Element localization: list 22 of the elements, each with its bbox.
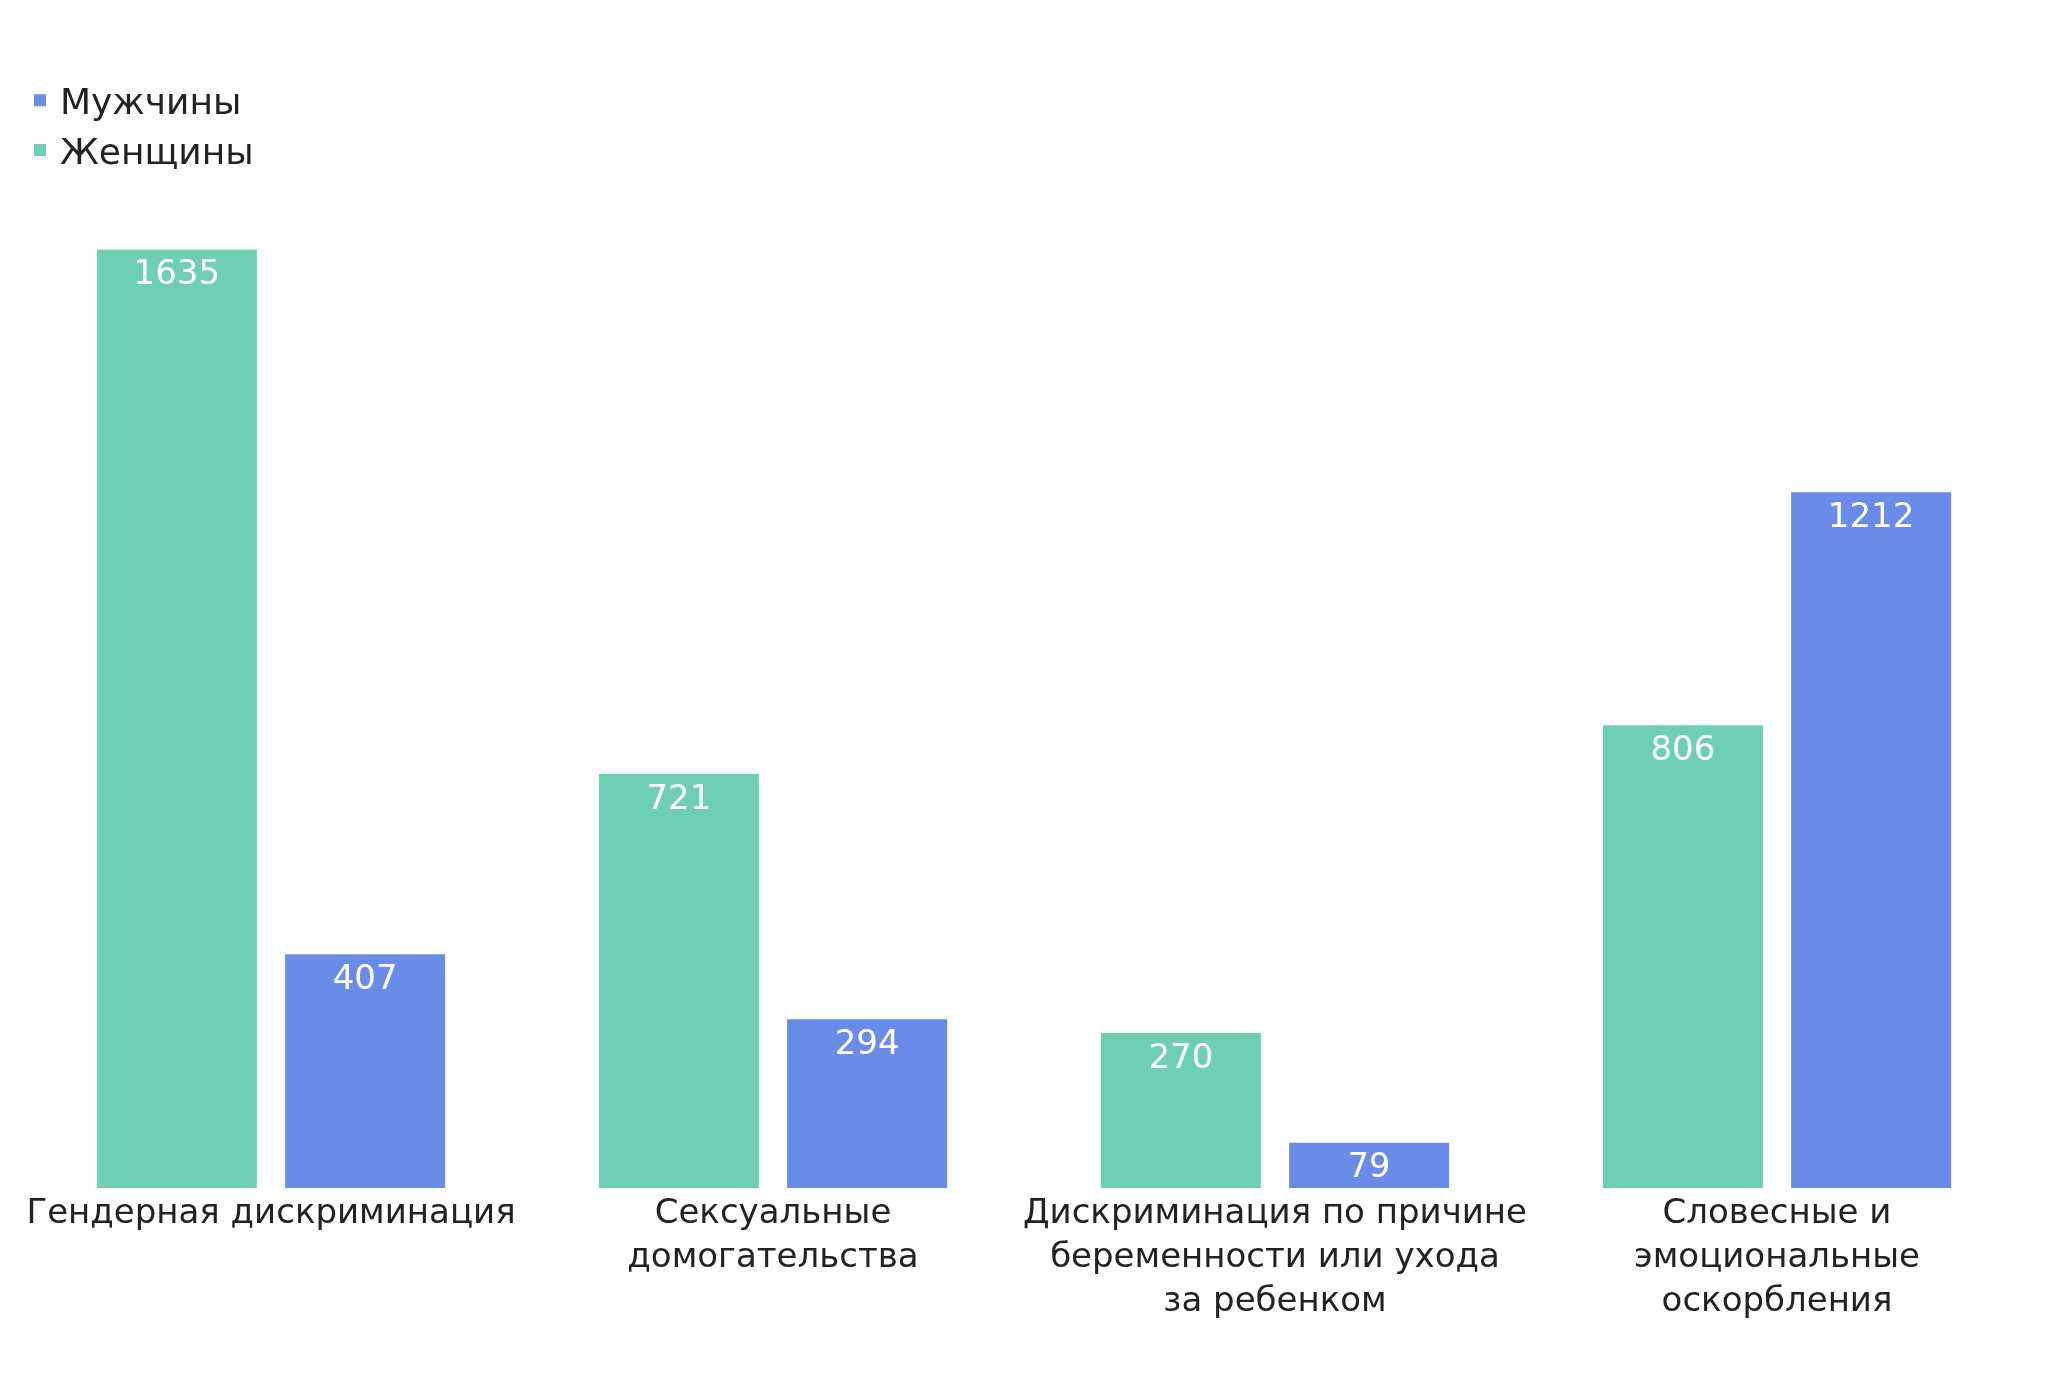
data-label: 79: [1347, 1146, 1391, 1186]
data-label: 294: [834, 1022, 900, 1063]
bar: [1602, 725, 1763, 1188]
data-label: 806: [1650, 728, 1716, 769]
data-label: 721: [646, 777, 712, 818]
data-label: 270: [1148, 1036, 1214, 1076]
bar: [1100, 1033, 1261, 1188]
data-label: 1212: [1827, 495, 1915, 536]
legend-label: Женщины: [60, 130, 254, 172]
bar: [598, 774, 759, 1188]
x-tick-label: Сексуальные домогательства: [627, 1191, 919, 1276]
bar: [1289, 1142, 1450, 1188]
x-tick-label: Гендерная дискриминация: [26, 1191, 516, 1231]
bar: [787, 1019, 948, 1188]
data-label: 1635: [133, 252, 221, 293]
x-tick-label: Словесные и эмоциональные оскорбления: [1634, 1191, 1920, 1320]
bar: [96, 249, 257, 1188]
x-tick-label: Дискриминация по причине беременности или ухода за ребенком: [1023, 1191, 1527, 1320]
legend-label: Мужчины: [60, 81, 242, 123]
bar: [1791, 492, 1952, 1188]
bar: [285, 954, 446, 1188]
data-label: 407: [332, 957, 398, 998]
